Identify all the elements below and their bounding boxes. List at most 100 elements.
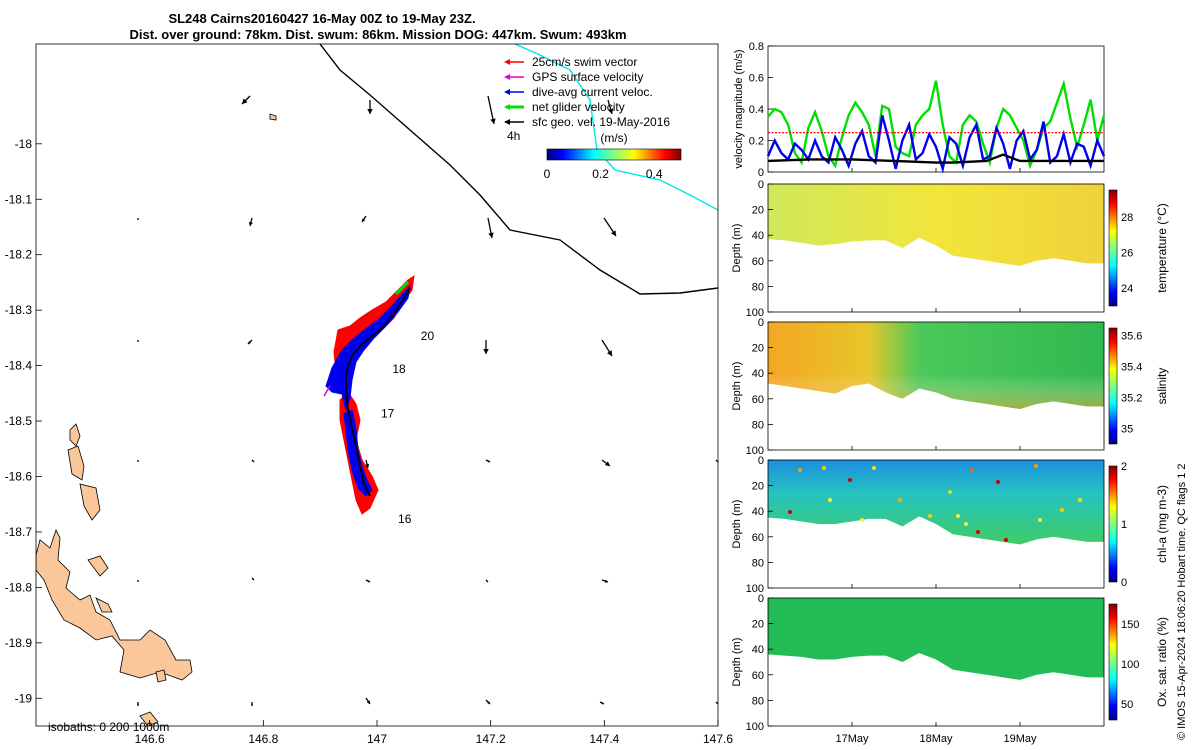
geo-vector-head xyxy=(242,98,248,104)
chla-sample-point xyxy=(948,490,952,494)
chla-sample-point xyxy=(996,480,1000,484)
geo-vector-head xyxy=(483,349,489,354)
velocity-y-tick-label: 0.2 xyxy=(749,136,764,148)
temperature-y-tick-label: 0 xyxy=(758,179,764,191)
chla-colorbar-label: chl-a (mg m-3) xyxy=(1155,485,1169,563)
map-x-tick-label: 147.4 xyxy=(589,732,619,746)
temperature-panel: 0 20 40 60 80 100 Depth (m) 24 26 28 temperature (… xyxy=(731,179,1169,319)
oxygen-y-tick-label: 60 xyxy=(752,670,764,682)
oxygen-y-tick-label: 20 xyxy=(752,619,764,631)
geo-vector-head xyxy=(367,580,370,583)
chla-sample-point xyxy=(964,522,968,526)
legend-label: GPS surface velocity xyxy=(532,70,643,84)
oxygen-panel: 0 20 40 60 80 100 Depth (m) 50 100 150 Ox. sat. ra… xyxy=(731,593,1169,733)
velocity-y-label: velocity magnitude (m/s) xyxy=(733,49,745,168)
speed-colorbar-tick-label: 0.4 xyxy=(646,167,663,181)
map-x-tick-label: 146.6 xyxy=(135,732,165,746)
chla-sample-point xyxy=(898,498,902,502)
chla-sample-point xyxy=(956,514,960,518)
colorbar-unit: (m/s) xyxy=(600,131,627,145)
geo-vector xyxy=(485,579,489,583)
chla-y-tick-label: 60 xyxy=(752,532,764,544)
day-label: 16 xyxy=(398,512,412,526)
chla-sample-point xyxy=(860,518,864,522)
geo-vector-head xyxy=(251,704,253,706)
time-axis-label: 18May xyxy=(919,733,953,745)
salinity-colorbar-label: salinity xyxy=(1155,368,1169,405)
geo-vector-head xyxy=(248,221,253,226)
isobath-line xyxy=(319,44,718,295)
temperature-colorbar-tick-label: 24 xyxy=(1121,283,1133,295)
salinity-colorbar-tick-label: 35.2 xyxy=(1121,393,1142,405)
chla-colorbar-tick-label: 0 xyxy=(1121,577,1127,589)
geo-vector-head xyxy=(604,461,610,466)
chla-sample-point xyxy=(976,530,980,534)
velocity-y-tick-label: 0.8 xyxy=(749,41,764,53)
land-masses xyxy=(36,113,277,726)
land-polygon xyxy=(36,528,193,681)
salinity-colorbar-tick-label: 35 xyxy=(1121,424,1133,436)
land-polygon xyxy=(269,113,277,121)
chla-y-tick-label: 20 xyxy=(752,481,764,493)
velocity-panel: 0 0.2 0.4 0.6 0.8 velocity magnitude (m/s) xyxy=(733,41,1106,179)
chla-y-tick-label: 80 xyxy=(752,557,764,569)
legend-swatch-head xyxy=(504,104,510,110)
temperature-y-tick-label: 60 xyxy=(752,256,764,268)
chla-y-tick-label: 100 xyxy=(746,583,764,595)
geo-vector-head xyxy=(488,232,494,238)
map-y-tick-label: -18.9 xyxy=(5,636,33,650)
speed-colorbar-tick-label: 0 xyxy=(544,167,551,181)
map-background xyxy=(36,44,718,726)
map-x-tick-label: 146.8 xyxy=(248,732,278,746)
oxygen-y-tick-label: 0 xyxy=(758,593,764,605)
chla-y-tick-label: 40 xyxy=(752,506,764,518)
geo-vector-head xyxy=(601,702,604,705)
geo-vector-head xyxy=(490,118,496,124)
geo-vector-head xyxy=(137,704,139,706)
time-axis-label: 17May xyxy=(835,733,869,745)
velocity-y-tick-label: 0.6 xyxy=(749,73,764,85)
oxygen-y-tick-label: 40 xyxy=(752,644,764,656)
legend-label: dive-avg current veloc. xyxy=(532,85,653,99)
geo-vector-head xyxy=(248,341,251,344)
temperature-y-tick-label: 100 xyxy=(746,307,764,319)
chla-sample-point xyxy=(798,468,802,472)
geo-vector xyxy=(251,459,255,463)
salinity-y-tick-label: 80 xyxy=(752,419,764,431)
geo-vector-head xyxy=(610,230,616,236)
map-y-tick-label: -18.8 xyxy=(5,580,33,594)
day-labels: 20 18 17 16 xyxy=(381,329,434,526)
map-y-tick-label: -18.3 xyxy=(5,303,33,317)
land-polygon xyxy=(95,597,113,613)
map-y-tick-label: -18.1 xyxy=(5,192,33,206)
isobaths-label: isobaths: 0 200 1000m xyxy=(48,720,169,734)
legend-swatch-head xyxy=(504,89,510,95)
land-polygon xyxy=(87,555,109,577)
chla-sample-point xyxy=(788,510,792,514)
salinity-deep-shading xyxy=(768,322,1104,410)
salinity-y-tick-label: 20 xyxy=(752,343,764,355)
temperature-colorbar-label: temperature (°C) xyxy=(1155,203,1169,293)
oxygen-y-tick-label: 80 xyxy=(752,695,764,707)
oxygen-colorbar-tick-label: 150 xyxy=(1121,619,1139,631)
geo-vector xyxy=(251,577,255,581)
credit-footer: © IMOS 15-Apr-2024 18:06:20 Hobart time.… xyxy=(1176,463,1188,740)
temperature-y-tick-label: 40 xyxy=(752,230,764,242)
map-y-tick-label: -18.6 xyxy=(5,469,33,483)
legend-label: net glider velocity xyxy=(532,100,625,114)
chla-panel: 0 20 40 60 80 100 Depth (m) 0 1 2 chl-a (mg m-3) xyxy=(731,455,1169,595)
salinity-y-tick-label: 60 xyxy=(752,394,764,406)
salinity-colorbar-tick-label: 35.6 xyxy=(1121,331,1142,343)
chla-sample-point xyxy=(1004,538,1008,542)
map-y-tick-label: -18.4 xyxy=(5,359,33,373)
chla-sample-point xyxy=(828,498,832,502)
oxygen-colorbar xyxy=(1108,603,1118,721)
map-x-tick-label: 147.2 xyxy=(476,732,506,746)
temperature-colorbar-tick-label: 28 xyxy=(1121,212,1133,224)
map-panel: 146.6 146.8 147 147.2 147.4 147.6 -18-18.1-18… xyxy=(5,43,733,746)
glider-track xyxy=(323,274,415,515)
speed-colorbar-tick-label: 0.2 xyxy=(592,167,609,181)
title-line-1: SL248 Cairns20160427 16-May 00Z to 19-Ma… xyxy=(168,11,475,26)
